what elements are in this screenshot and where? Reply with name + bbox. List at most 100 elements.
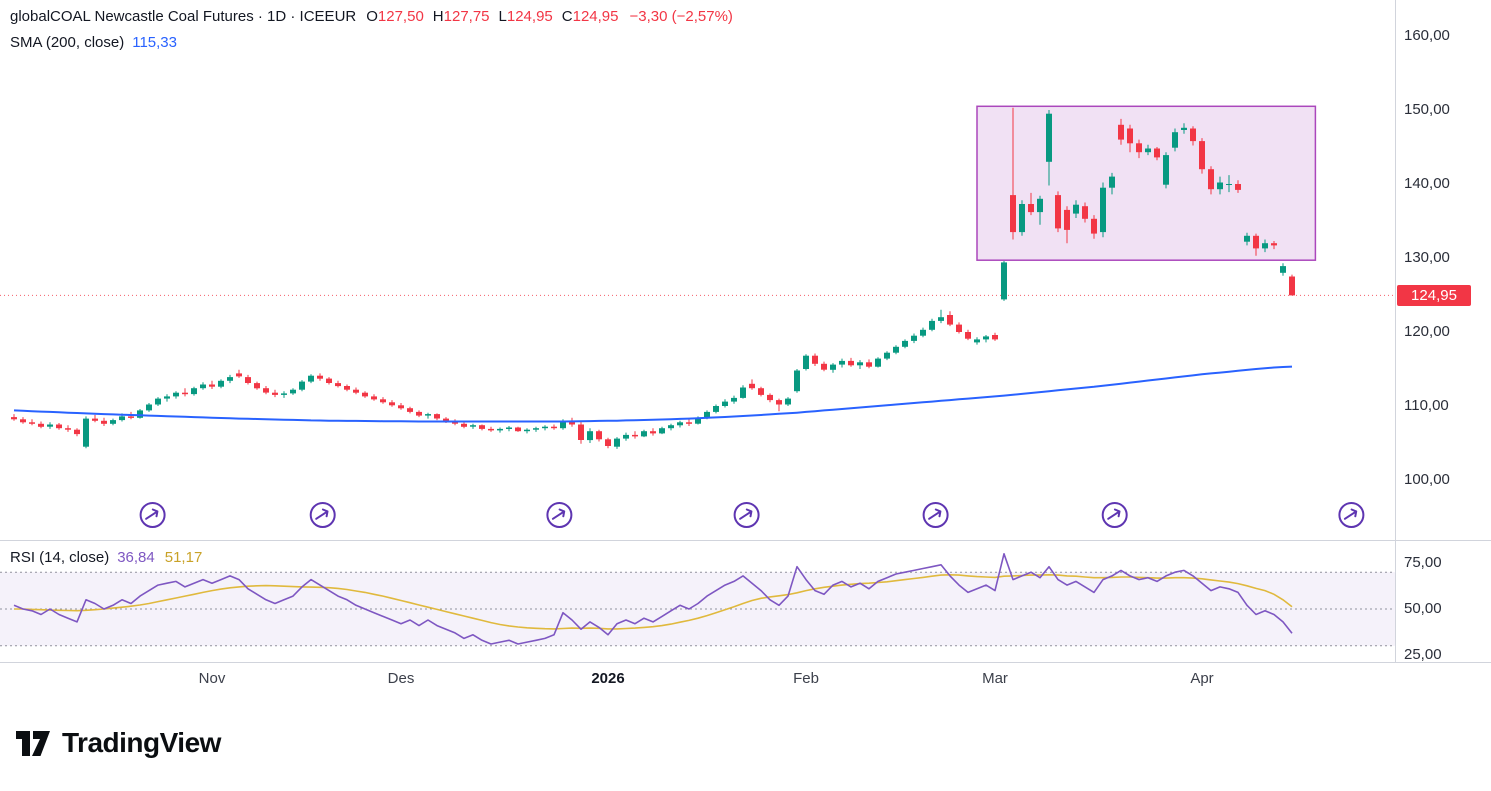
tradingview-branding[interactable]: TradingView	[14, 724, 221, 762]
candle-body	[1217, 182, 1223, 190]
candle-body	[695, 417, 701, 424]
candle-body	[191, 388, 197, 395]
candle-body	[533, 428, 539, 430]
sma-legend[interactable]: SMA (200, close) 115,33	[10, 34, 177, 51]
candle-body	[524, 429, 530, 432]
candle-body	[722, 401, 728, 406]
candle-body	[1055, 195, 1061, 229]
candle-body	[974, 339, 980, 343]
price-tick-label: 150,00	[1404, 101, 1450, 118]
candle-body	[515, 427, 521, 432]
price-tick-label: 130,00	[1404, 249, 1450, 266]
candle-body	[83, 418, 89, 447]
high-label: H	[432, 8, 444, 25]
chart-legend: globalCOAL Newcastle Coal Futures · 1D ·…	[10, 8, 733, 25]
rsi-tick-label: 25,00	[1404, 646, 1442, 663]
candle-body	[1190, 128, 1196, 142]
candle-body	[272, 392, 278, 395]
rsi-legend[interactable]: RSI (14, close) 36,84 51,17	[10, 549, 202, 566]
candle-body	[200, 384, 206, 389]
candle-body	[713, 406, 719, 412]
candle-body	[470, 425, 476, 427]
low-value: 124,95	[506, 8, 553, 25]
event-marker-icon[interactable]	[733, 502, 760, 528]
candle-body	[839, 360, 845, 365]
candle-body	[893, 346, 899, 353]
candle-body	[254, 383, 260, 389]
candle-body	[398, 405, 404, 409]
last-price-label: 124,95	[1397, 284, 1471, 306]
candle-body	[686, 422, 692, 424]
candle-body	[1235, 184, 1241, 190]
candle-body	[1280, 266, 1286, 273]
candle-body	[263, 388, 269, 393]
candle-body	[1253, 235, 1259, 249]
candle-body	[1082, 206, 1088, 219]
candle-body	[353, 389, 359, 393]
candle-body	[821, 363, 827, 370]
candle-body	[1010, 195, 1016, 233]
highlight-rectangle[interactable]	[976, 105, 1317, 261]
candle-body	[1163, 155, 1169, 185]
candle-body	[776, 400, 782, 405]
event-marker-icon[interactable]	[309, 502, 336, 528]
candle-body	[182, 392, 188, 395]
candle-body	[1019, 204, 1025, 233]
candle-body	[47, 424, 53, 427]
candle-body	[443, 418, 449, 422]
candle-body	[812, 355, 818, 364]
rsi-value: 36,84	[117, 549, 155, 566]
candle-body	[479, 425, 485, 429]
candle-body	[1091, 218, 1097, 234]
candle-body	[587, 431, 593, 441]
candle-body	[1289, 276, 1295, 296]
candle-body	[560, 420, 566, 429]
sma-line	[13, 365, 1293, 423]
candle-body	[704, 411, 710, 418]
candle-body	[830, 364, 836, 370]
candle-body	[938, 317, 944, 321]
candle-body	[749, 383, 755, 389]
event-marker-icon[interactable]	[1338, 502, 1365, 528]
candle-body	[659, 428, 665, 434]
event-marker-icon[interactable]	[922, 502, 949, 528]
candle-body	[1064, 209, 1070, 230]
candle-body	[578, 424, 584, 440]
candle-body	[389, 402, 395, 406]
candle-body	[416, 411, 422, 416]
candle-body	[245, 377, 251, 383]
time-axis-label: 2026	[591, 670, 625, 687]
event-marker-icon[interactable]	[139, 502, 166, 528]
candle-body	[20, 419, 26, 423]
time-axis-label: Feb	[793, 670, 819, 687]
candle-body	[803, 355, 809, 369]
candle-body	[380, 399, 386, 403]
candle-body	[542, 426, 548, 429]
low-label: L	[498, 8, 507, 25]
candle-body	[1172, 132, 1178, 148]
candle-body	[227, 377, 233, 381]
symbol-title[interactable]: globalCOAL Newcastle Coal Futures · 1D ·…	[10, 8, 357, 25]
open-label: O	[366, 8, 378, 25]
event-marker-icon[interactable]	[1101, 502, 1128, 528]
candle-body	[308, 375, 314, 382]
candle-body	[1244, 235, 1250, 242]
candle-body	[218, 380, 224, 387]
candle-body	[1208, 169, 1214, 190]
candle-body	[992, 335, 998, 340]
tradingview-wordmark: TradingView	[62, 727, 221, 758]
candle-body	[110, 420, 116, 424]
candle-body	[551, 426, 557, 429]
candle-body	[857, 362, 863, 366]
candle-body	[875, 358, 881, 367]
event-marker-icon[interactable]	[546, 502, 573, 528]
candle-body	[236, 373, 242, 377]
candle-body	[65, 428, 71, 430]
candle-body	[173, 392, 179, 397]
candle-body	[461, 423, 467, 427]
candle-body	[56, 424, 62, 429]
rsi-band	[0, 572, 1395, 646]
candle-body	[371, 396, 377, 400]
